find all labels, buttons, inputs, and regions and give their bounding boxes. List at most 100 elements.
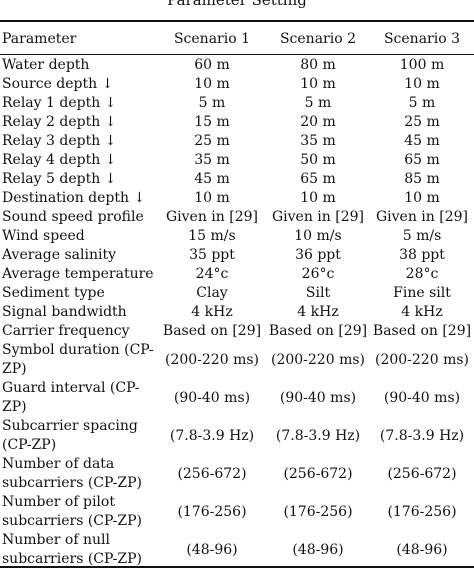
scenario-1-value: 15 m/s xyxy=(188,228,236,244)
scenario-1-value: 25 m xyxy=(194,133,230,149)
header-scenario-3: Scenario 3 xyxy=(383,31,461,47)
scenario-1-value: (48-96) xyxy=(186,541,238,558)
scenario-2-value: 10 m xyxy=(300,76,336,92)
parameter-label: Average salinity xyxy=(2,247,116,263)
parameter-label: Sound speed profile xyxy=(2,209,144,225)
scenario-1-value: Given in [29] xyxy=(165,209,258,225)
table-row: Destination depth ↓ 10 m 10 m 10 m xyxy=(0,189,474,208)
table-title: Parameter Setting xyxy=(167,0,307,9)
parameter-label: Destination depth ↓ xyxy=(2,190,146,206)
scenario-2-value: (176-256) xyxy=(283,503,353,520)
parameter-cell: Sound speed profile xyxy=(0,208,158,227)
scenario-2-value: Given in [29] xyxy=(271,209,364,225)
parameter-cell: Relay 5 depth ↓ xyxy=(0,170,158,189)
parameter-cell: Relay 3 depth ↓ xyxy=(0,132,158,151)
scenario-2-value: (256-672) xyxy=(283,465,353,482)
scenario-3-value: 10 m xyxy=(404,190,440,206)
table-row: Relay 1 depth ↓ 5 m 5 m 5 m xyxy=(0,94,474,113)
parameter-label: Source depth ↓ xyxy=(2,76,114,92)
scenario-3-value: (256-672) xyxy=(387,465,457,482)
scenario-2-value: 65 m xyxy=(300,171,336,187)
table-row: Average salinity 35 ppt 36 ppt 38 ppt xyxy=(0,246,474,265)
parameter-label: Relay 4 depth ↓ xyxy=(2,152,117,168)
scenario-1-value: 10 m xyxy=(194,190,230,206)
scenario-3-value: 100 m xyxy=(399,57,445,73)
scenario-1-value: Clay xyxy=(196,285,228,301)
parameter-table: Parameter Scenario 1 Scenario 2 Scenario… xyxy=(0,24,474,569)
header-scenario-1: Scenario 1 xyxy=(173,31,251,47)
table-row: Signal bandwidth 4 kHz 4 kHz 4 kHz xyxy=(0,303,474,322)
parameter-label: Relay 2 depth ↓ xyxy=(2,114,117,130)
parameter-cell: Signal bandwidth xyxy=(0,303,158,322)
header-rule xyxy=(0,54,474,55)
scenario-2-value: (7.8-3.9 Hz) xyxy=(275,427,361,444)
scenario-3-value: 28°c xyxy=(405,266,439,282)
parameter-label: Symbol duration (CP-ZP) xyxy=(2,342,154,377)
parameter-label: Average temperature xyxy=(2,266,154,282)
table-row: Sound speed profile Given in [29] Given in… xyxy=(0,208,474,227)
table-row: Average temperature 24°c 26°c 28°c xyxy=(0,265,474,284)
scenario-3-value: Fine silt xyxy=(393,285,451,301)
scenario-2-value: (90-40 ms) xyxy=(279,389,357,406)
parameter-cell: Source depth ↓ xyxy=(0,75,158,94)
scenario-1-value: 35 m xyxy=(194,152,230,168)
scenario-3-value: 4 kHz xyxy=(401,304,443,320)
scenario-2-value: (48-96) xyxy=(292,541,344,558)
scenario-1-value: (176-256) xyxy=(177,503,247,520)
scenario-2-value: 36 ppt xyxy=(295,247,341,263)
scenario-3-value: 5 m xyxy=(408,95,436,111)
scenario-2-value: 4 kHz xyxy=(297,304,339,320)
parameter-label: Number of null subcarriers (CP-ZP) xyxy=(2,532,142,567)
scenario-1-value: 10 m xyxy=(194,76,230,92)
parameter-cell: Carrier frequency xyxy=(0,322,158,341)
parameter-label: Number of data subcarriers (CP-ZP) xyxy=(2,456,142,491)
parameter-cell: Number of pilot subcarriers (CP-ZP) xyxy=(0,493,158,531)
scenario-3-value: 65 m xyxy=(404,152,440,168)
parameter-label: Signal bandwidth xyxy=(2,304,127,320)
table-row: Relay 2 depth ↓ 15 m 20 m 25 m xyxy=(0,113,474,132)
table-row: Relay 3 depth ↓ 25 m 35 m 45 m xyxy=(0,132,474,151)
scenario-3-value: 38 ppt xyxy=(399,247,445,263)
parameter-cell: Destination depth ↓ xyxy=(0,189,158,208)
scenario-1-value: 24°c xyxy=(195,266,229,282)
parameter-cell: Average temperature xyxy=(0,265,158,284)
scenario-3-value: 25 m xyxy=(404,114,440,130)
parameter-label: Carrier frequency xyxy=(2,323,130,339)
table-row: Water depth 60 m 80 m 100 m xyxy=(0,54,474,75)
parameter-cell: Number of null subcarriers (CP-ZP) xyxy=(0,531,158,569)
parameter-cell: Water depth xyxy=(0,54,158,75)
scenario-3-value: Based on [29] xyxy=(372,323,472,339)
parameter-cell: Sediment type xyxy=(0,284,158,303)
bottom-rule xyxy=(0,566,474,568)
header-row: Parameter Scenario 1 Scenario 2 Scenario… xyxy=(0,24,474,54)
scenario-1-value: (200-220 ms) xyxy=(164,351,259,368)
parameter-label: Number of pilot subcarriers (CP-ZP) xyxy=(2,494,142,529)
parameter-label: Relay 3 depth ↓ xyxy=(2,133,117,149)
header-parameter: Parameter xyxy=(2,31,77,47)
parameter-label: Guard interval (CP-ZP) xyxy=(2,380,140,415)
parameter-cell: Number of data subcarriers (CP-ZP) xyxy=(0,455,158,493)
scenario-3-value: Given in [29] xyxy=(375,209,468,225)
scenario-3-value: (176-256) xyxy=(387,503,457,520)
scenario-1-value: (256-672) xyxy=(177,465,247,482)
header-scenario-2: Scenario 2 xyxy=(279,31,357,47)
scenario-2-value: 80 m xyxy=(300,57,336,73)
scenario-3-value: 10 m xyxy=(404,76,440,92)
table-row: Number of data subcarriers (CP-ZP) (256-6… xyxy=(0,455,474,493)
table-row: Number of pilot subcarriers (CP-ZP) (176-… xyxy=(0,493,474,531)
table-row: Relay 5 depth ↓ 45 m 65 m 85 m xyxy=(0,170,474,189)
parameter-cell: Guard interval (CP-ZP) xyxy=(0,379,158,417)
scenario-1-value: 60 m xyxy=(194,57,230,73)
table-row: Symbol duration (CP-ZP) (200-220 ms) (200-… xyxy=(0,341,474,379)
scenario-3-value: (48-96) xyxy=(396,541,448,558)
parameter-cell: Average salinity xyxy=(0,246,158,265)
parameter-label: Subcarrier spacing (CP-ZP) xyxy=(2,418,138,453)
scenario-2-value: Based on [29] xyxy=(268,323,368,339)
table-row: Source depth ↓ 10 m 10 m 10 m xyxy=(0,75,474,94)
scenario-2-value: 20 m xyxy=(300,114,336,130)
table-row: Number of null subcarriers (CP-ZP) (48-96… xyxy=(0,531,474,569)
table-row: Carrier frequency Based on [29] Based on [… xyxy=(0,322,474,341)
table-body: Water depth 60 m 80 m 100 m Source depth ↓ 10… xyxy=(0,54,474,569)
parameter-cell: Subcarrier spacing (CP-ZP) xyxy=(0,417,158,455)
parameter-label: Relay 5 depth ↓ xyxy=(2,171,117,187)
